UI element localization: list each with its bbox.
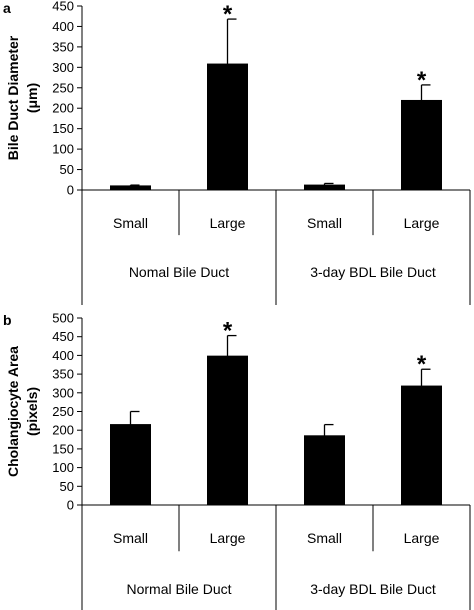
panel-a-ylabel-line2: (μm) [24, 83, 40, 113]
panel-a-category-label: Large [404, 215, 440, 231]
panel-b-category-label: Large [210, 530, 246, 546]
panel-a-y-tick-label: 250 [52, 80, 74, 95]
panel-a-bar [207, 63, 248, 191]
panel-a-group-label: Nomal Bile Duct [129, 264, 229, 280]
panel-b-y-tick-label: 400 [52, 348, 74, 363]
panel-a-y-tick-label: 50 [60, 162, 74, 177]
panel-b-category-label: Small [307, 530, 342, 546]
panel-b-category-label: Large [404, 530, 440, 546]
panel-a-bar [401, 99, 442, 191]
panel-b-y-tick-label: 350 [52, 367, 74, 382]
panel-b-group-label: 3-day BDL Bile Duct [310, 581, 436, 597]
panel-b-y-tick-label: 50 [60, 479, 74, 494]
panel-b-bar [110, 424, 151, 506]
panel-b-group-label: Normal Bile Duct [126, 581, 231, 597]
panel-b-y-tick-label: 200 [52, 423, 74, 438]
panel-a-label: a [3, 0, 11, 16]
panel-b-y-tick-label: 0 [67, 498, 74, 513]
panel-a-y-tick-label: 0 [67, 183, 74, 198]
panel-a-significance-star: * [223, 1, 233, 28]
panel-b-y-tick-label: 100 [52, 460, 74, 475]
panel-b-bar [304, 435, 345, 506]
panel-b-bar [207, 355, 248, 506]
panel-b-y-tick-label: 500 [52, 311, 74, 326]
panel-a-bar [110, 185, 151, 191]
panel-a-ylabel-line1: Bile Duct Diameter [5, 35, 21, 160]
panel-a-category-label: Small [307, 215, 342, 231]
panel-a-y-tick-label: 200 [52, 101, 74, 116]
panel-a-category-label: Large [210, 215, 246, 231]
panel-a-category-label: Small [113, 215, 148, 231]
panel-b-ylabel-line2: (pixels) [24, 387, 40, 436]
panel-b-bar [401, 385, 442, 506]
panel-a-y-tick-label: 400 [52, 19, 74, 34]
panel-a-y-tick-label: 150 [52, 121, 74, 136]
panel-a-group-label: 3-day BDL Bile Duct [310, 264, 436, 280]
panel-b-label: b [3, 312, 12, 328]
panel-b-significance-star: * [223, 318, 233, 345]
panel-b-ylabel-line1: Cholangiocyte Area [5, 346, 21, 477]
panel-a-significance-star: * [417, 67, 427, 94]
panel-b-significance-star: * [417, 351, 427, 378]
panel-b-y-tick-label: 300 [52, 385, 74, 400]
panel-a-y-tick-label: 450 [52, 0, 74, 14]
panel-b-y-tick-label: 150 [52, 441, 74, 456]
panel-a-y-tick-label: 100 [52, 142, 74, 157]
panel-b-category-label: Small [113, 530, 148, 546]
panel-a-y-tick-label: 350 [52, 39, 74, 54]
panel-b-y-tick-label: 250 [52, 404, 74, 419]
panel-a-y-tick-label: 300 [52, 60, 74, 75]
panel-b-y-tick-label: 450 [52, 329, 74, 344]
panel-a-bar [304, 184, 345, 191]
